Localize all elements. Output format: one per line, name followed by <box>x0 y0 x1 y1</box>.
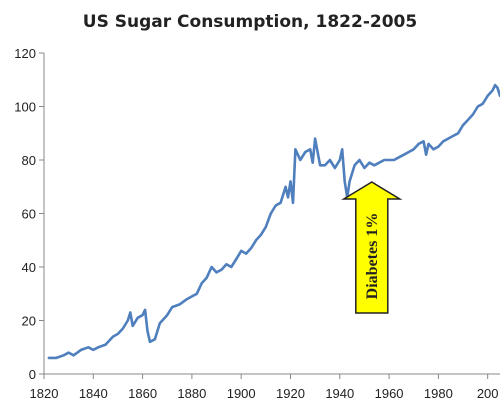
annotation-arrow: Diabetes 1% <box>341 181 403 314</box>
x-tick-label: 1900 <box>227 386 256 401</box>
x-tick-label: 1820 <box>30 386 59 401</box>
x-tick-label: 1840 <box>79 386 108 401</box>
x-tick-label: 1860 <box>128 386 157 401</box>
y-tick-label: 80 <box>22 153 36 168</box>
x-tick-label: 1960 <box>375 386 404 401</box>
y-tick-label: 20 <box>22 314 36 329</box>
series-line-sugar-consumption <box>47 83 500 360</box>
y-tick-label: 40 <box>22 260 36 275</box>
y-tick-label: 0 <box>29 367 36 382</box>
y-tick-label: 60 <box>22 207 36 222</box>
annotation-arrow-shape <box>341 181 403 314</box>
y-tick-label: 120 <box>14 46 36 61</box>
x-tick-label: 1880 <box>177 386 206 401</box>
x-tick-label: 1920 <box>276 386 305 401</box>
x-tick-label: 200 <box>477 386 499 401</box>
x-tick-label: 1980 <box>424 386 453 401</box>
chart-title: US Sugar Consumption, 1822-2005 <box>83 12 417 32</box>
axes: 0 20 40 60 80 100 120 1820 1840 1860 1880 1900 1920 1… <box>14 46 500 401</box>
y-tick-label: 100 <box>14 100 36 115</box>
x-tick-label: 1940 <box>325 386 354 401</box>
annotation-text: Diabetes 1% <box>364 213 381 300</box>
